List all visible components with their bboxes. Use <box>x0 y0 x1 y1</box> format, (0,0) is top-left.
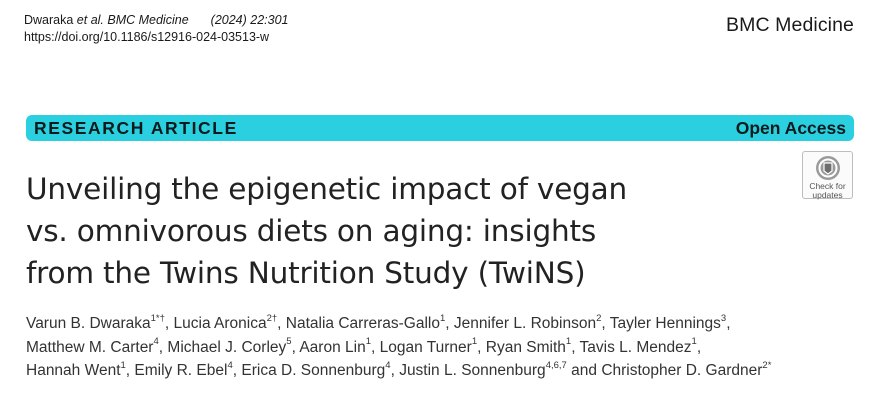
title-line: vs. omnivorous diets on aging: insights <box>26 214 596 248</box>
author-name[interactable]: Jennifer L. Robinson <box>453 315 597 332</box>
journal-name: BMC Medicine <box>726 14 854 36</box>
author-name[interactable]: Christopher D. Gardner <box>601 362 763 379</box>
article-type-label: RESEARCH ARTICLE <box>34 117 238 138</box>
check-for-updates-label: Check for updates <box>809 181 846 200</box>
author-affiliation: 1 <box>471 336 478 348</box>
author-list: Varun B. Dwaraka1*†, Lucia Aronica2†, Na… <box>26 312 856 383</box>
article-title: Unveiling the epigenetic impact of vegan… <box>26 168 786 294</box>
author-affiliation: 4 <box>385 359 391 371</box>
citation-block: Dwaraka et al. BMC Medicine (2024) 22:301… <box>24 12 289 46</box>
author-name[interactable]: Erica D. Sonnenburg <box>241 362 386 379</box>
author-line: Hannah Went1, Emily R. Ebel4, Erica D. S… <box>26 359 772 379</box>
author-name[interactable]: Emily R. Ebel <box>134 362 228 379</box>
citation-authors: Dwaraka <box>24 13 77 27</box>
author-affiliation: 3 <box>720 312 727 324</box>
author-affiliation: 4 <box>153 336 159 348</box>
citation-journal: et al. BMC Medicine <box>76 13 189 27</box>
author-affiliation: 5 <box>286 336 292 348</box>
open-access-label: Open Access <box>735 117 846 138</box>
author-name[interactable]: Hannah Went <box>26 362 121 379</box>
doi-link[interactable]: https://doi.org/10.1186/s12916-024-03513… <box>24 30 270 44</box>
citation-volume: (2024) 22:301 <box>210 13 289 27</box>
author-affiliation: 2† <box>266 312 278 324</box>
author-affiliation: 1 <box>691 336 697 348</box>
title-line: from the Twins Nutrition Study (TwiNS) <box>26 256 586 290</box>
author-name[interactable]: Natalia Carreras-Gallo <box>285 315 440 332</box>
author-line: Matthew M. Carter4, Michael J. Corley5, … <box>26 336 702 356</box>
author-name[interactable]: Ryan Smith <box>485 338 566 356</box>
author-affiliation: 1 <box>365 336 371 348</box>
article-type-banner: RESEARCH ARTICLE Open Access <box>26 115 854 141</box>
author-name[interactable]: Varun B. Dwaraka <box>26 315 151 332</box>
check-for-updates-icon <box>815 156 840 180</box>
author-name[interactable]: Aaron Lin <box>299 338 366 356</box>
author-name[interactable]: Lucia Aronica <box>173 315 267 332</box>
author-line: Varun B. Dwaraka1*†, Lucia Aronica2†, Na… <box>26 312 731 332</box>
author-affiliation: 4 <box>227 359 233 371</box>
author-affiliation: 2 <box>596 312 602 324</box>
author-name[interactable]: Logan Turner <box>379 338 472 356</box>
title-line: Unveiling the epigenetic impact of vegan <box>26 172 628 206</box>
author-affiliation: 2* <box>762 359 772 371</box>
author-affiliation: 1 <box>565 336 572 348</box>
check-for-updates-button[interactable]: Check for updates <box>802 151 853 200</box>
author-affiliation: 1 <box>120 359 126 371</box>
author-affiliation: 1 <box>440 312 446 324</box>
author-name[interactable]: Tavis L. Mendez <box>579 338 692 356</box>
author-name[interactable]: Justin L. Sonnenburg <box>399 362 546 379</box>
author-name[interactable]: Tayler Hennings <box>609 315 721 332</box>
author-name[interactable]: Michael J. Corley <box>167 338 287 356</box>
author-name[interactable]: Matthew M. Carter <box>26 338 154 356</box>
citation-line: Dwaraka et al. BMC Medicine (2024) 22:301 <box>24 12 289 29</box>
author-affiliation: 1*† <box>150 312 165 324</box>
author-affiliation: 4,6,7 <box>545 359 567 371</box>
